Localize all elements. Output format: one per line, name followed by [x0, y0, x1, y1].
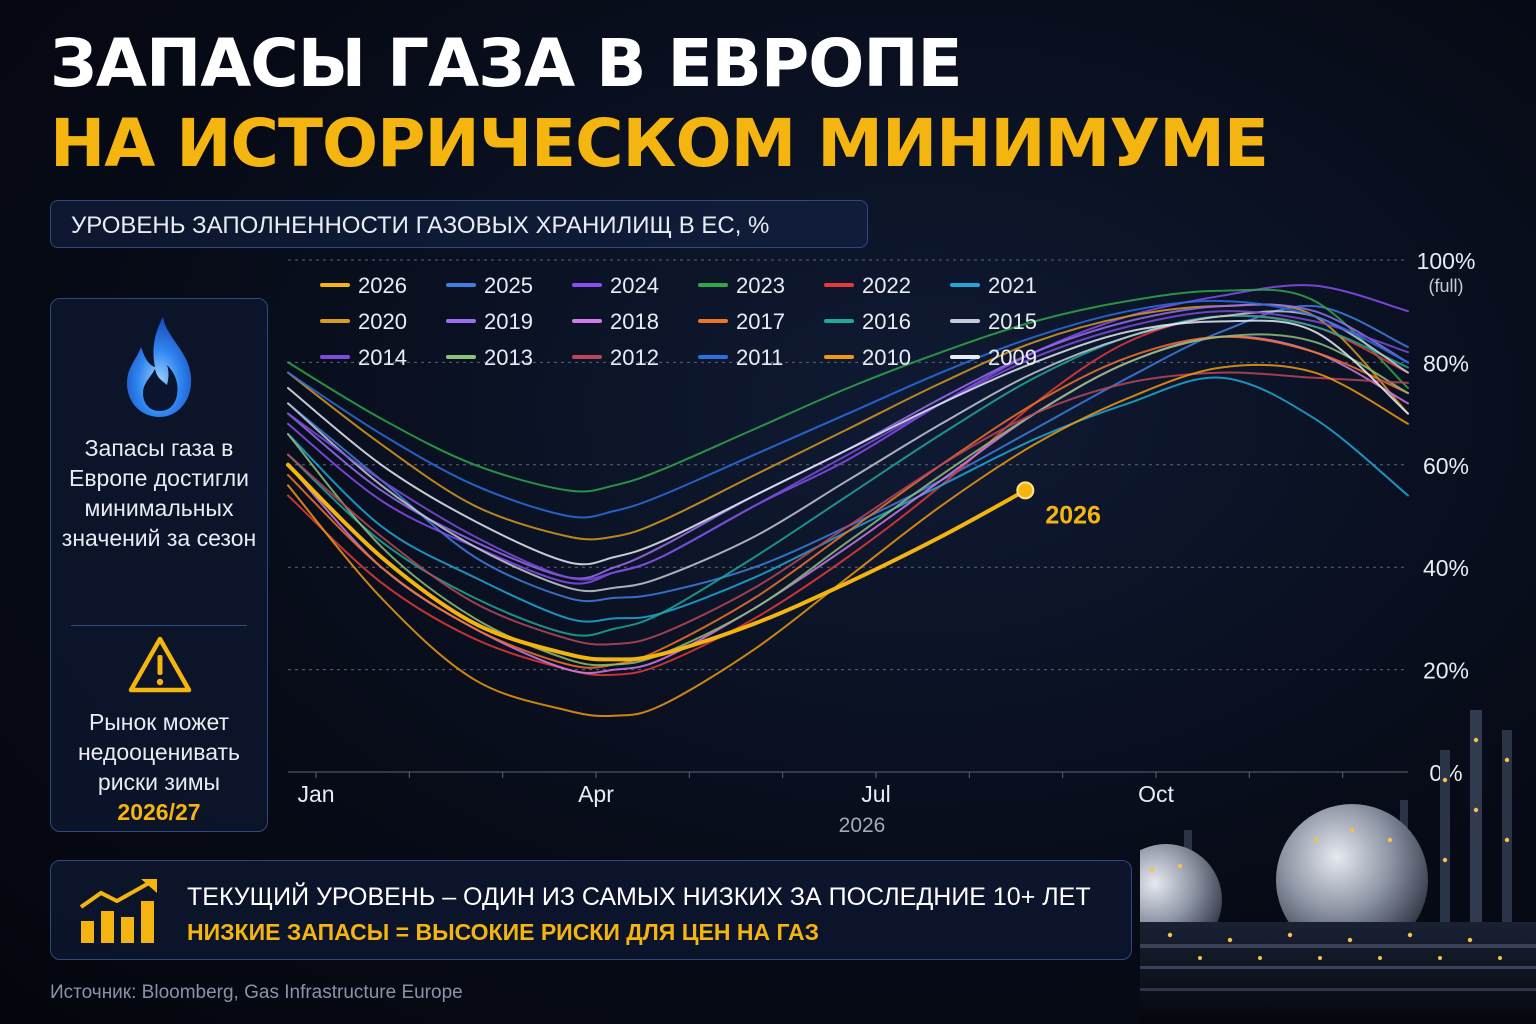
legend-label: 2023	[736, 273, 785, 298]
y-tick-sublabel: (full)	[1429, 276, 1464, 296]
series-line-2015	[287, 310, 1409, 593]
title-line-2: НА ИСТОРИЧЕСКОМ МИНИМУМЕ	[50, 105, 1269, 182]
series-line-2025	[287, 304, 1409, 603]
panel-text-top: Запасы газа в Европе достигли минимальны…	[61, 435, 257, 551]
legend-label: 2013	[484, 345, 533, 370]
gas-plant-illustration	[1140, 710, 1536, 1024]
panel-divider	[71, 625, 247, 626]
annotation-layer: 2026	[1016, 481, 1101, 529]
series-line-2019	[287, 303, 1409, 580]
rising-bar-chart-icon	[79, 879, 157, 943]
current-point-marker	[1016, 481, 1035, 500]
series-line-2024	[287, 284, 1409, 585]
warning-icon	[128, 636, 192, 693]
legend-label: 2022	[862, 273, 911, 298]
series-line-2010	[287, 363, 1409, 718]
y-tick-label: 40%	[1423, 555, 1469, 581]
x-tick-label: Jul	[861, 781, 890, 807]
series-line-2020	[287, 303, 1409, 541]
y-tick-label: 100%	[1417, 248, 1476, 274]
y-tick-label: 20%	[1423, 658, 1469, 684]
panel-year: 2026/27	[117, 799, 201, 825]
y-tick-label: 80%	[1423, 350, 1469, 376]
legend-label: 2017	[736, 309, 785, 334]
subtitle-box: УРОВЕНЬ ЗАПОЛНЕННОСТИ ГАЗОВЫХ ХРАНИЛИЩ В…	[50, 200, 868, 248]
chart-subtitle: УРОВЕНЬ ЗАПОЛНЕННОСТИ ГАЗОВЫХ ХРАНИЛИЩ В…	[71, 212, 770, 239]
lines-layer	[286, 284, 1409, 718]
x-tick-label: Oct	[1138, 781, 1174, 807]
series-line-2014	[287, 310, 1409, 581]
y-tick-label: 60%	[1423, 453, 1469, 479]
series-line-2013	[287, 333, 1409, 667]
panel-text-bottom: Рынок может недооценивать риски зимы	[77, 709, 240, 795]
series-line-2026	[286, 462, 1028, 662]
legend-label: 2015	[988, 309, 1037, 334]
legend-label: 2026	[358, 273, 407, 298]
conclusion-box: ТЕКУЩИЙ УРОВЕНЬ – ОДИН ИЗ САМЫХ НИЗКИХ З…	[50, 860, 1132, 960]
series-line-2011	[287, 299, 1409, 519]
current-point-label: 2026	[1045, 501, 1101, 529]
title-line-1: ЗАПАСЫ ГАЗА В ЕВРОПЕ	[50, 25, 963, 102]
x-tick-label: Apr	[578, 781, 614, 807]
legend-label: 2025	[484, 273, 533, 298]
legend-label: 2014	[358, 345, 407, 370]
legend-label: 2012	[610, 345, 659, 370]
legend-label: 2016	[862, 309, 911, 334]
legend-label: 2021	[988, 273, 1037, 298]
conclusion-line-1: ТЕКУЩИЙ УРОВЕНЬ – ОДИН ИЗ САМЫХ НИЗКИХ З…	[187, 883, 1091, 911]
x-tick-label: Jan	[297, 781, 334, 807]
legend-label: 2009	[988, 345, 1037, 370]
series-line-2017	[287, 335, 1409, 669]
info-side-panel: Запасы газа в Европе достигли минимальны…	[50, 298, 268, 832]
grid-layer	[288, 259, 1408, 671]
legend-label: 2018	[610, 309, 659, 334]
legend-label: 2019	[484, 309, 533, 334]
x-axis-label: 2026	[839, 814, 886, 837]
series-line-2012	[287, 371, 1409, 646]
legend-label: 2020	[358, 309, 407, 334]
source-note: Источник: Bloomberg, Gas Infrastructure …	[50, 982, 463, 1003]
conclusion-line-2: НИЗКИЕ ЗАПАСЫ = ВЫСОКИЕ РИСКИ ДЛЯ ЦЕН НА…	[187, 919, 820, 945]
series-line-2023	[287, 288, 1409, 493]
storage-line-chart: 0%20%40%60%80%100%(full)JanAprJulOct2026…	[286, 248, 1475, 837]
legend-label: 2024	[610, 273, 659, 298]
series-line-2009	[287, 319, 1409, 566]
legend-label: 2010	[862, 345, 911, 370]
legend-label: 2011	[736, 345, 783, 370]
flame-icon	[127, 317, 192, 417]
legend-layer: 2026 2025 2024 2023 2022 2021 2020 2019 2018 2017…	[320, 273, 1037, 370]
